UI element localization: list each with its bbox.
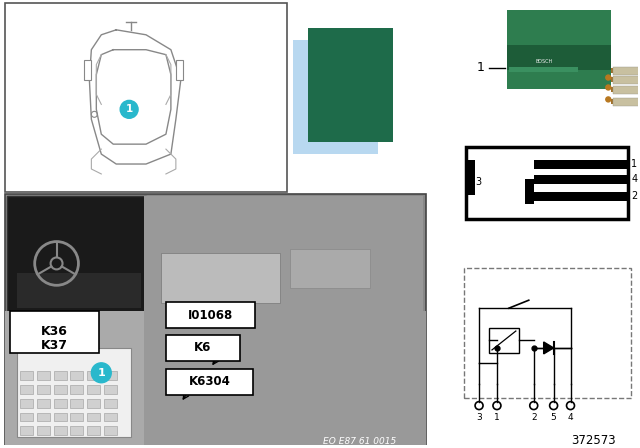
Text: 4: 4	[568, 413, 573, 422]
Text: BOSCH: BOSCH	[535, 59, 552, 64]
Bar	[489, 328, 519, 353]
Bar	[88, 399, 100, 408]
Bar	[534, 192, 628, 201]
Text: 372573: 372573	[571, 434, 616, 447]
Bar	[54, 399, 67, 408]
Text: EO E87 61 0015: EO E87 61 0015	[323, 437, 396, 446]
Bar	[104, 385, 117, 394]
Circle shape	[606, 85, 611, 90]
Bar	[104, 371, 117, 380]
Bar	[5, 311, 146, 445]
Text: 1: 1	[125, 104, 132, 114]
Bar	[70, 413, 83, 422]
Text: 5: 5	[525, 186, 532, 196]
Bar	[17, 273, 141, 308]
Bar	[54, 385, 67, 394]
Bar	[534, 160, 628, 169]
Circle shape	[606, 97, 611, 102]
Text: 2: 2	[631, 191, 637, 201]
Bar	[466, 160, 475, 195]
Bar	[166, 302, 255, 328]
Bar	[176, 60, 183, 80]
Text: K37: K37	[41, 340, 68, 353]
Text: 4: 4	[631, 174, 637, 184]
Circle shape	[92, 363, 111, 383]
Bar	[20, 413, 33, 422]
Bar	[613, 67, 640, 74]
Bar	[20, 399, 33, 408]
Bar	[308, 28, 392, 142]
Bar	[88, 413, 100, 422]
Bar	[54, 413, 67, 422]
Text: 1: 1	[97, 368, 105, 378]
Text: 2: 2	[531, 413, 536, 422]
Bar	[36, 371, 50, 380]
Bar	[104, 426, 117, 435]
Text: K36: K36	[41, 324, 68, 337]
Polygon shape	[543, 342, 554, 354]
Bar	[88, 385, 100, 394]
Circle shape	[606, 75, 611, 80]
Bar	[84, 60, 92, 80]
Bar	[70, 371, 83, 380]
Bar	[161, 254, 280, 303]
Bar	[104, 399, 117, 408]
Bar	[17, 348, 131, 437]
Bar	[54, 371, 67, 380]
Bar	[70, 399, 83, 408]
Bar	[611, 68, 617, 73]
Bar	[613, 76, 640, 83]
Text: 1: 1	[477, 61, 485, 74]
Circle shape	[120, 100, 138, 118]
Bar	[613, 86, 640, 95]
Bar	[509, 67, 579, 72]
Text: 1: 1	[631, 159, 637, 169]
Text: 1: 1	[494, 413, 500, 422]
Bar	[36, 426, 50, 435]
Text: K6: K6	[194, 341, 211, 354]
Bar	[611, 99, 617, 104]
Text: 5: 5	[551, 413, 557, 422]
Bar	[464, 268, 631, 398]
Bar	[611, 87, 617, 92]
Bar	[10, 311, 99, 353]
Bar	[144, 311, 426, 445]
Bar	[36, 399, 50, 408]
Bar	[36, 413, 50, 422]
Bar	[5, 3, 287, 192]
Bar	[88, 371, 100, 380]
Bar	[20, 426, 33, 435]
Bar	[525, 179, 534, 204]
Bar	[5, 194, 426, 445]
Bar	[88, 426, 100, 435]
Bar	[293, 40, 378, 154]
Text: K6304: K6304	[189, 375, 230, 388]
Bar	[466, 147, 628, 219]
Bar	[611, 77, 617, 82]
Bar	[54, 426, 67, 435]
Bar	[20, 371, 33, 380]
Bar	[104, 413, 117, 422]
Bar	[20, 385, 33, 394]
Bar	[534, 175, 628, 184]
Bar	[290, 249, 370, 288]
Bar	[613, 99, 640, 106]
Bar	[166, 369, 253, 395]
Bar	[144, 196, 424, 313]
Text: 3: 3	[475, 177, 481, 187]
Bar	[166, 335, 241, 361]
Bar	[36, 385, 50, 394]
Bar	[70, 426, 83, 435]
Bar	[70, 385, 83, 394]
Bar	[507, 10, 611, 90]
Bar	[507, 45, 611, 69]
Bar	[7, 196, 146, 313]
Text: 3: 3	[476, 413, 482, 422]
Text: I01068: I01068	[188, 309, 233, 322]
